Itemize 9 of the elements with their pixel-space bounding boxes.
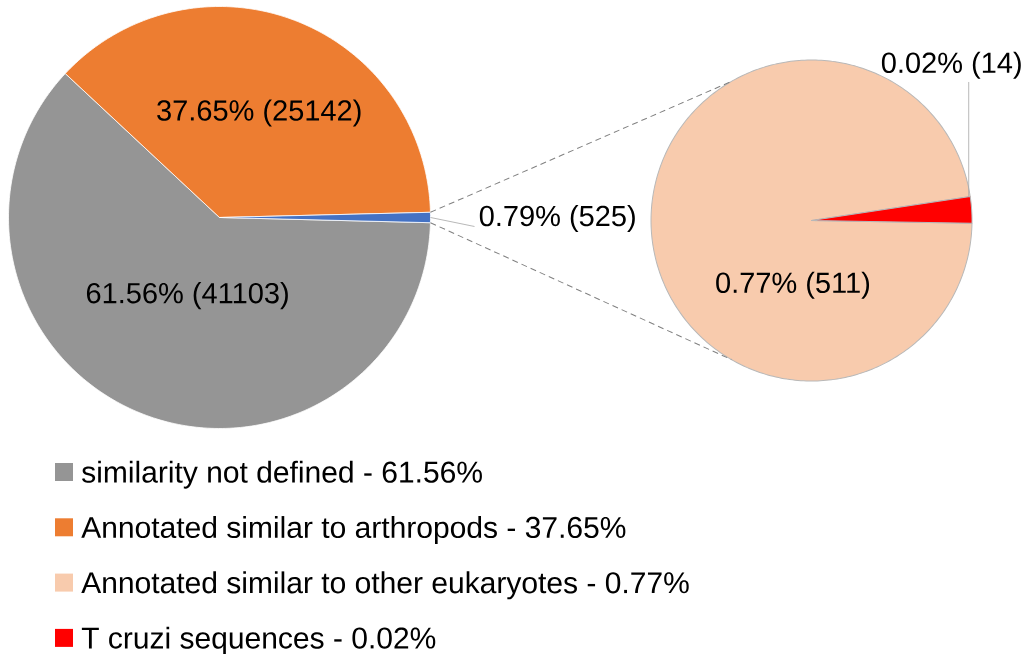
legend-label: similarity not defined - 61.56% bbox=[82, 460, 482, 489]
data-label: 0.02% (14) bbox=[881, 51, 1021, 79]
legend-label: Annotated similar to other eukaryotes - 0.77% bbox=[81, 571, 689, 600]
legend-label: T cruzi sequences - 0.02% bbox=[81, 626, 436, 654]
data-label: 0.77% (511) bbox=[716, 271, 870, 299]
data-label: 37.65% (25142) bbox=[157, 99, 361, 127]
data-label: 0.79% (525) bbox=[479, 204, 635, 233]
data-label: 61.56% (41103) bbox=[86, 282, 288, 310]
legend-label: Annotated similar to arthropods - 37.65% bbox=[81, 516, 626, 545]
